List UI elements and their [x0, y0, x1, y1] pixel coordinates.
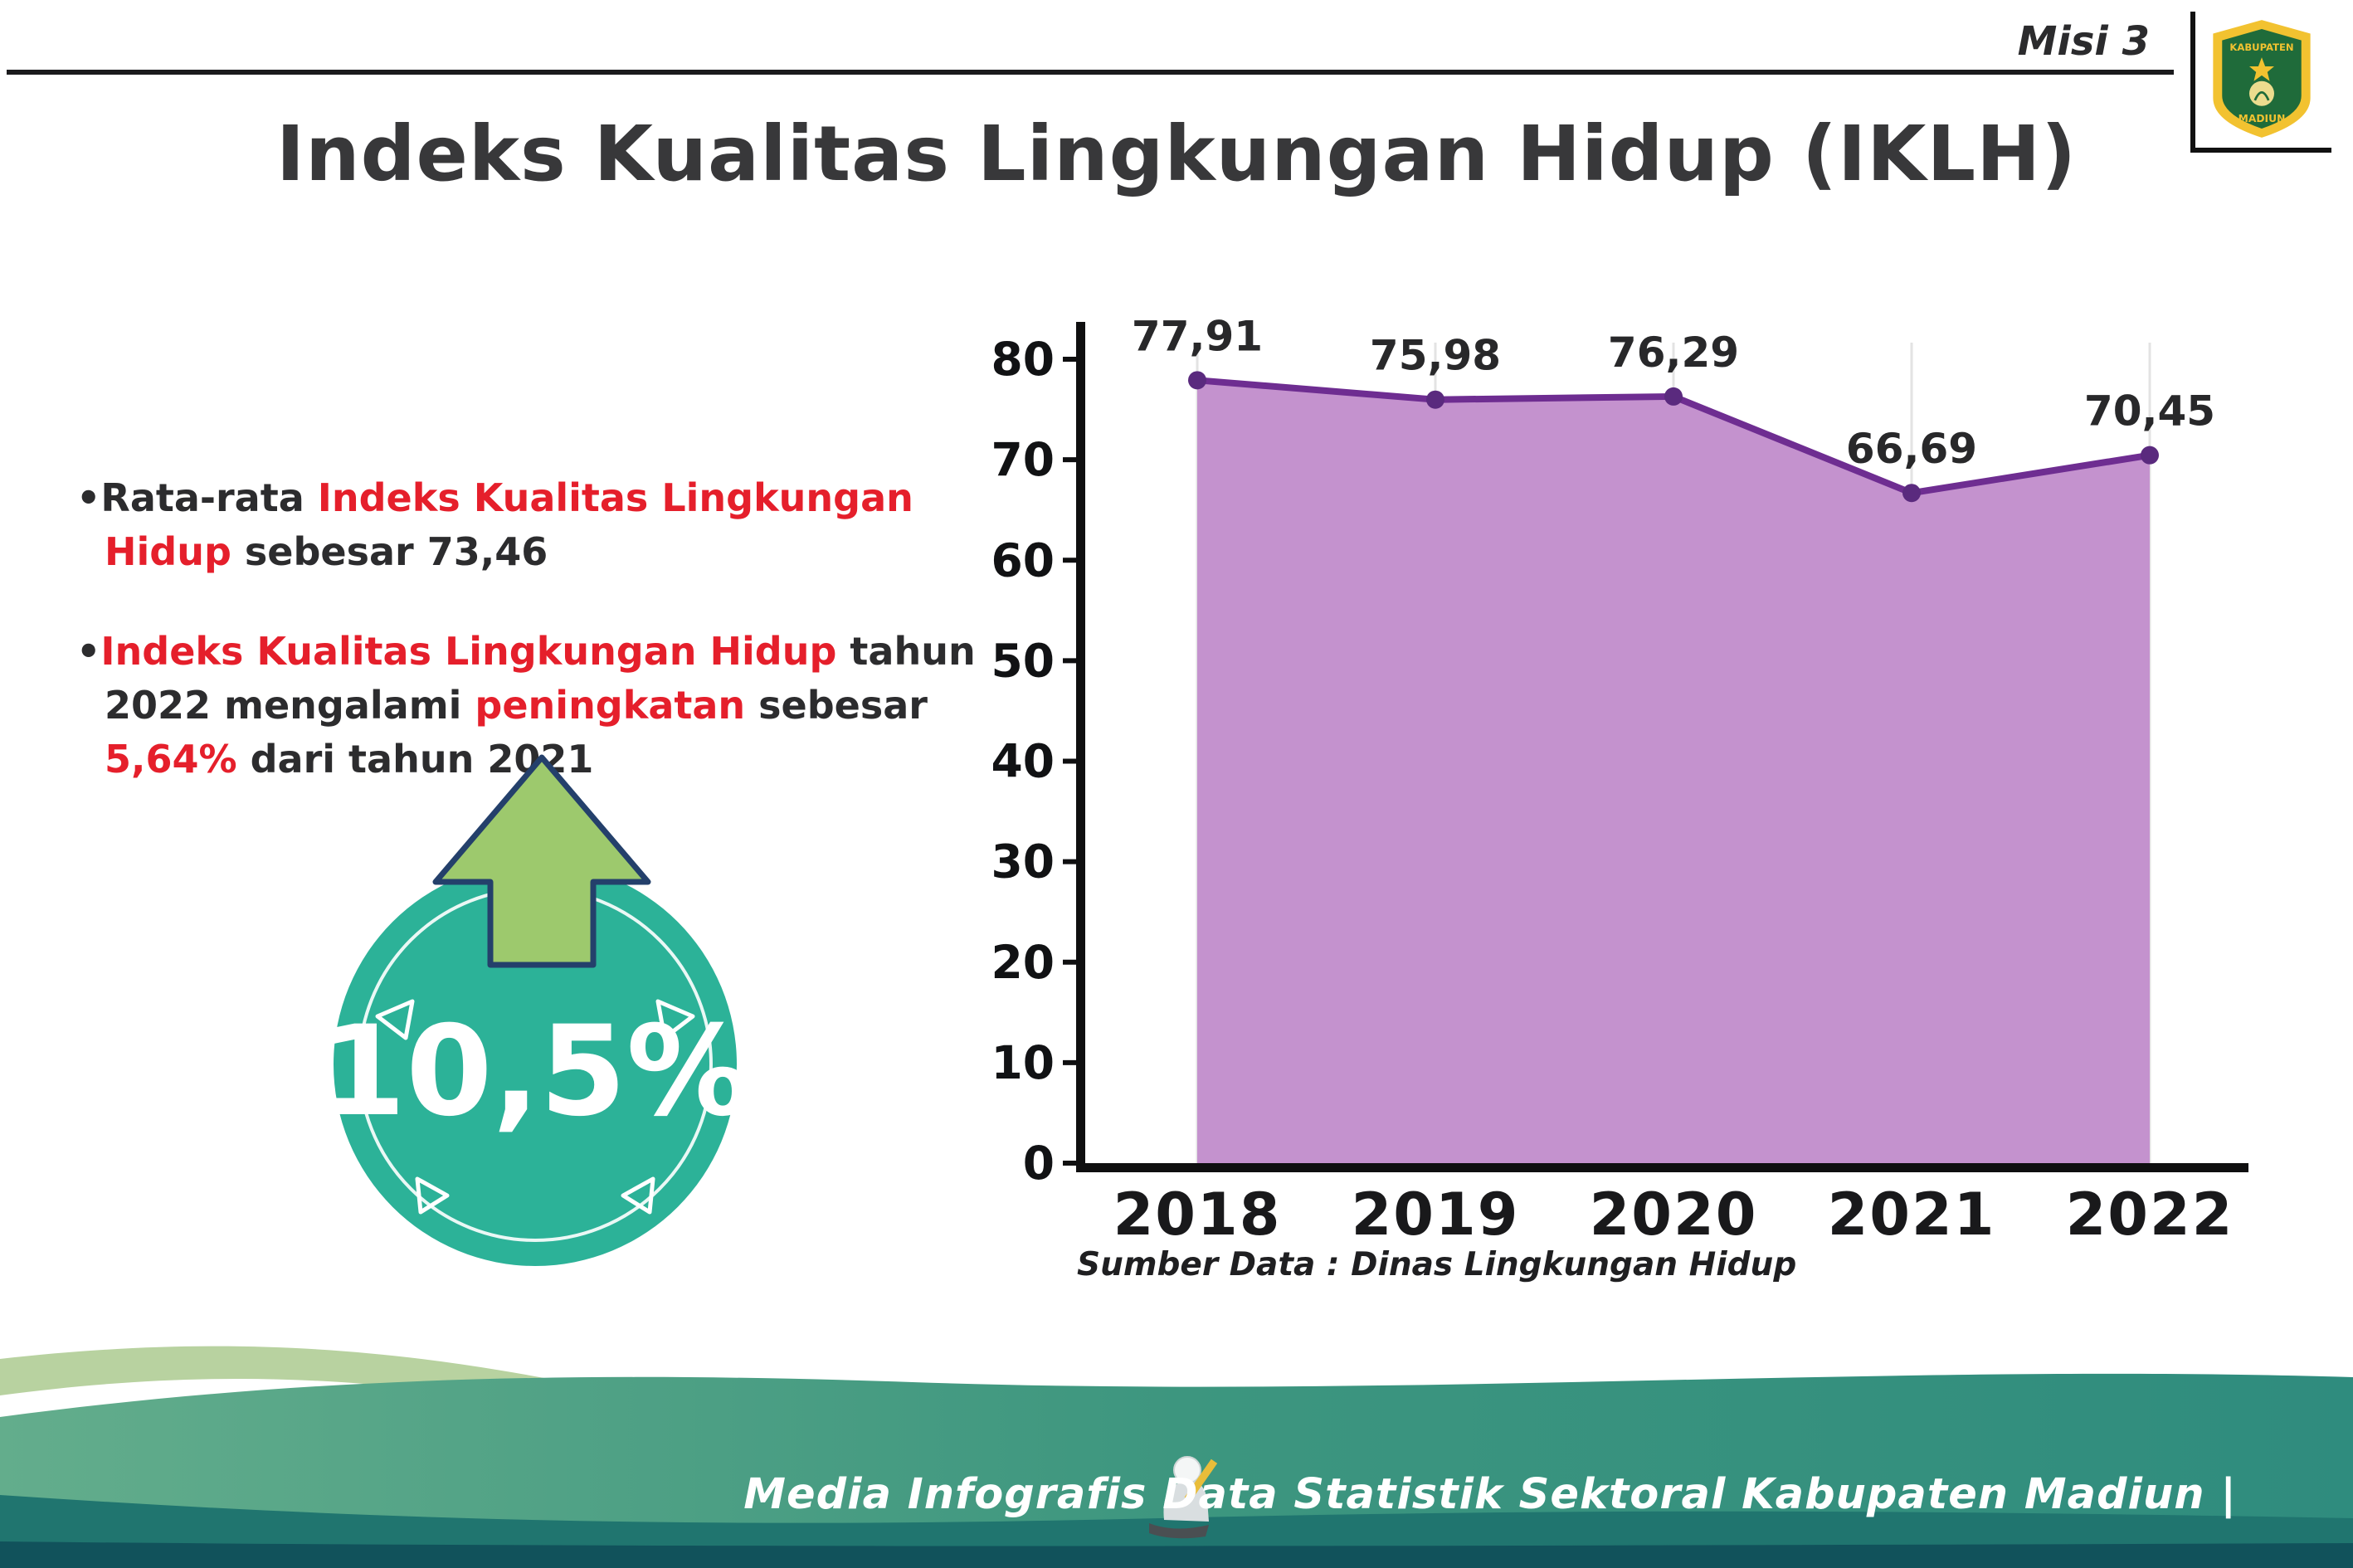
data-point-label: 70,45: [2084, 387, 2215, 436]
badge-circle: [334, 863, 737, 1266]
key-findings: •Rata-rata Indeks Kualitas Lingkungan Hi…: [76, 471, 1014, 832]
bullet-1-text-end: sebesar 73,46: [231, 529, 548, 575]
y-tick-label: 10: [991, 1036, 1055, 1089]
y-tick-label: 60: [991, 533, 1055, 587]
bullet-2-text-2: sebesar: [745, 682, 928, 728]
data-source-note: Sumber Data : Dinas Lingkungan Hidup: [1077, 1246, 1797, 1283]
bullet-2-highlight-2: peningkatan: [475, 682, 746, 728]
x-axis-label: 2018: [1113, 1181, 1282, 1249]
x-axis-label: 2022: [2066, 1181, 2234, 1249]
chart-area-fill: [1197, 380, 2150, 1163]
bullet-2-highlight-3: 5,64%: [105, 737, 237, 782]
crest-star-icon: [2249, 57, 2274, 81]
triangle-decoration-right-icon: [655, 999, 695, 1040]
data-point: [1426, 390, 1444, 409]
y-tick-mark: [1063, 859, 1076, 864]
iklh-area-chart: 77,91 75,98 76,29 66,69 70,45 0 10 20 30 40 50 60 70…: [991, 312, 2248, 1249]
logo-corner-bracket: [2190, 12, 2331, 153]
up-arrow-icon: [432, 754, 651, 968]
mascot-icon: [1149, 1456, 1218, 1539]
crest-emblem-detail: [2253, 91, 2270, 101]
y-tick-mark: [1063, 1161, 1076, 1166]
data-point-label: 76,29: [1608, 329, 1739, 377]
bullet-2-text-1: tahun 2022 mengalami: [105, 628, 976, 728]
misi-label: Misi 3: [2017, 18, 2150, 65]
bullet-marker: •: [76, 475, 101, 520]
data-point: [1188, 371, 1206, 390]
data-point: [1664, 387, 1683, 406]
y-tick-label: 70: [991, 433, 1055, 486]
crest-text-bottom: MADIUN: [2239, 113, 2286, 124]
footer-wave-graphic: [0, 1346, 2353, 1568]
kabupaten-madiun-logo: KABUPATEN MADIUN: [2213, 20, 2311, 138]
page-title: Indeks Kualitas Lingkungan Hidup (IKLH): [275, 110, 2078, 198]
data-point-label: 66,69: [1846, 425, 1977, 473]
footer-credit-text: Media Infografis Data Statistik Sektoral…: [743, 1470, 2237, 1519]
y-tick-label: 0: [1023, 1137, 1055, 1190]
y-axis-line: [1076, 322, 1085, 1168]
bullet-1-highlight: Indeks Kualitas Lingkungan Hidup: [105, 475, 913, 575]
y-tick-mark: [1063, 1059, 1076, 1065]
data-point: [1902, 484, 1921, 503]
header-divider-line: [7, 70, 2174, 75]
bullet-2-highlight-1: Indeks Kualitas Lingkungan Hidup: [100, 628, 837, 674]
y-tick-mark: [1063, 457, 1076, 463]
y-tick-label: 50: [991, 634, 1055, 687]
x-axis-label: 2020: [1590, 1181, 1758, 1249]
crest-inner-shield: [2222, 29, 2302, 129]
y-tick-mark: [1063, 758, 1076, 764]
y-tick-mark: [1063, 357, 1076, 362]
y-tick-mark: [1063, 558, 1076, 563]
bullet-marker: •: [76, 628, 101, 674]
footer-wave-darkest-strip: [0, 1541, 2353, 1568]
bullet-average-iklh: •Rata-rata Indeks Kualitas Lingkungan Hi…: [76, 471, 1014, 580]
x-axis-line: [1076, 1163, 2248, 1172]
increase-percentage-value: 10,5%: [319, 1000, 751, 1144]
y-tick-label: 40: [991, 735, 1055, 788]
y-tick-mark: [1063, 959, 1076, 965]
y-tick-mark: [1063, 658, 1076, 664]
data-point-label: 77,91: [1132, 312, 1263, 360]
data-point: [2141, 446, 2159, 465]
y-tick-label: 30: [991, 835, 1055, 889]
crest-text-top: KABUPATEN: [2229, 41, 2293, 53]
bullet-iklh-increase: •Indeks Kualitas Lingkungan Hidup tahun …: [76, 625, 1014, 787]
y-tick-label: 80: [991, 333, 1055, 386]
x-axis-label: 2019: [1352, 1181, 1520, 1249]
x-axis-label: 2021: [1828, 1181, 1996, 1249]
data-point-label: 75,98: [1370, 332, 1501, 380]
increase-percentage-badge: 10,5%: [319, 754, 751, 1266]
triangle-decoration-left-icon: [375, 999, 415, 1040]
triangle-decoration-bottom-right-icon: [621, 1176, 655, 1215]
triangle-decoration-bottom-left-icon: [415, 1176, 450, 1215]
y-tick-label: 20: [991, 936, 1055, 989]
bullet-1-text: Rata-rata: [100, 475, 318, 520]
